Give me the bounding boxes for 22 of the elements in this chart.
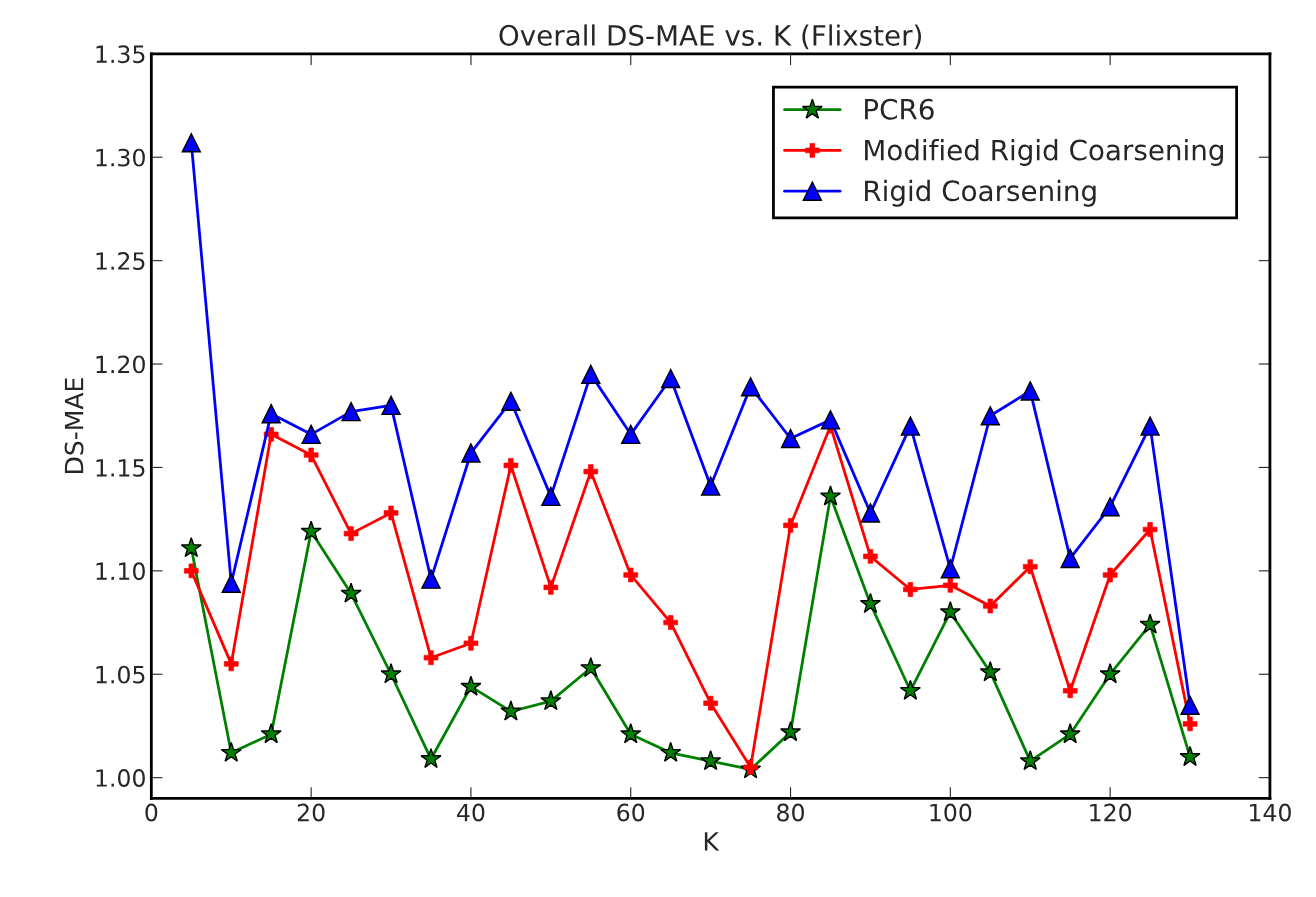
legend-label: Modified Rigid Coarsening	[865, 139, 1223, 166]
y-tick-label: 1.05	[96, 665, 145, 684]
x-axis-title: K	[704, 832, 720, 851]
y-tick-label: 1.15	[96, 459, 145, 477]
y-tick-label: 1.20	[96, 355, 145, 374]
x-tick-label: 140	[1250, 803, 1291, 822]
y-tick-label: 1.00	[96, 769, 145, 787]
x-tick-label: 80	[777, 803, 804, 822]
y-axis-title: DS-MAE	[64, 378, 84, 473]
y-tick-label: 1.25	[96, 252, 145, 270]
legend-label: Rigid Coarsening	[865, 179, 1096, 207]
x-tick-label: 40	[457, 803, 485, 822]
x-tick-label: 0	[145, 803, 158, 822]
y-tick-label: 1.10	[96, 562, 145, 581]
y-tick-label: 1.30	[96, 148, 145, 167]
legend-label: PCR6	[865, 98, 934, 120]
x-tick-label: 120	[1090, 803, 1132, 822]
y-tick-label: 1.35	[96, 45, 145, 64]
x-tick-label: 20	[297, 803, 325, 822]
chart-title: Overall DS-MAE vs. K (Flixster)	[499, 24, 922, 50]
x-tick-label: 60	[617, 803, 645, 822]
x-tick-label: 100	[930, 803, 972, 822]
